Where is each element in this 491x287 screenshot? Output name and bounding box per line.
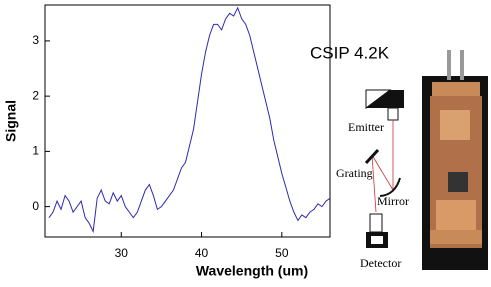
y-axis-label: Signal	[3, 100, 19, 142]
x-tick-label: 30	[115, 246, 129, 260]
data-line	[48, 6, 331, 234]
annotation: CSIP 4.2K	[310, 43, 390, 62]
y-tick-label: 3	[32, 33, 39, 47]
x-tick-label: 50	[275, 246, 289, 260]
diagram	[364, 89, 404, 248]
plot-frame	[44, 4, 331, 238]
y-tick-label: 1	[32, 144, 39, 158]
x-axis-label: Wavelength (um)	[196, 263, 308, 279]
y-tick-label: 0	[32, 199, 39, 213]
x-tick-label: 40	[195, 246, 209, 260]
photo	[422, 50, 488, 270]
annotation: Detector	[360, 256, 401, 270]
annotation: Emitter	[348, 120, 384, 134]
annotation: Mirror	[377, 194, 409, 208]
y-tick-label: 2	[32, 88, 39, 102]
annotation: Grating	[336, 166, 373, 180]
